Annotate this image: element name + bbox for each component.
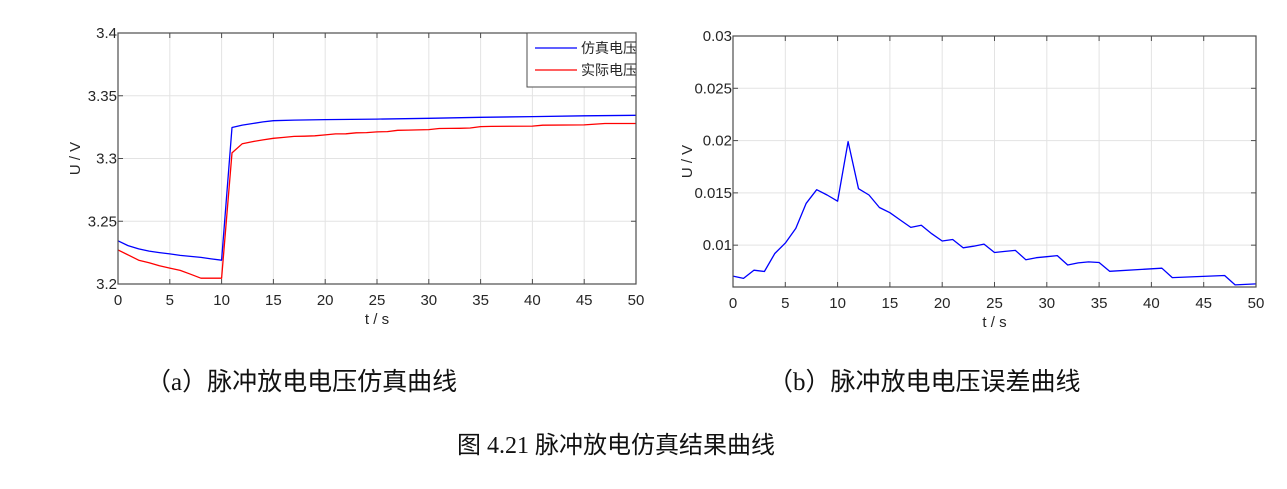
figure-caption: 图 4.21 脉冲放电仿真结果曲线 bbox=[457, 433, 775, 459]
legend-label-0: 仿真电压 bbox=[581, 40, 637, 56]
series-line-0 bbox=[117, 114, 637, 261]
chart-b-voltage-error: 0 5 10 15 20 25 30 35 40 45 50 0.01 0.015 0.02 0.025 0.… bbox=[679, 28, 1264, 331]
y-tick-label: 3.25 bbox=[88, 213, 117, 230]
x-tick-label: 25 bbox=[986, 295, 1003, 312]
tick-marks bbox=[117, 32, 637, 285]
x-tick-label: 45 bbox=[1195, 295, 1212, 312]
y-tick-label: 0.015 bbox=[694, 185, 732, 202]
chart-a-voltage-simulation: 0 5 10 15 20 25 30 35 40 45 50 3.2 3.25 3.3 3.35 3.4 t /… bbox=[67, 25, 644, 328]
series-line-1 bbox=[117, 122, 636, 279]
y-tick-label: 0.03 bbox=[703, 28, 732, 45]
y-axis-label: U / V bbox=[679, 145, 696, 178]
x-tick-label: 0 bbox=[114, 292, 122, 309]
x-tick-label: 35 bbox=[1091, 295, 1108, 312]
x-tick-label: 0 bbox=[729, 295, 737, 312]
x-tick-label: 25 bbox=[369, 292, 386, 309]
legend-label-1: 实际电压 bbox=[581, 62, 637, 78]
y-tick-label: 0.02 bbox=[703, 133, 732, 150]
x-tick-label: 40 bbox=[1143, 295, 1160, 312]
legend-box bbox=[526, 32, 636, 88]
y-tick-label: 0.01 bbox=[703, 237, 732, 254]
series-line-0 bbox=[732, 140, 1257, 286]
caption-a: （a）脉冲放电电压仿真曲线 bbox=[146, 369, 458, 396]
x-tick-label: 50 bbox=[1248, 295, 1265, 312]
x-tick-label: 15 bbox=[265, 292, 282, 309]
x-tick-label: 30 bbox=[420, 292, 437, 309]
y-tick-label: 3.3 bbox=[96, 151, 117, 168]
y-tick-label: 3.4 bbox=[96, 25, 117, 42]
y-axis-label: U / V bbox=[67, 142, 84, 175]
x-tick-label: 10 bbox=[213, 292, 230, 309]
x-tick-label: 40 bbox=[524, 292, 541, 309]
tick-marks bbox=[732, 35, 1257, 287]
y-tick-label: 3.2 bbox=[96, 276, 117, 293]
x-tick-label: 45 bbox=[576, 292, 593, 309]
x-tick-label: 5 bbox=[781, 295, 789, 312]
x-tick-label: 50 bbox=[628, 292, 645, 309]
caption-b: （b）脉冲放电电压误差曲线 bbox=[768, 369, 1081, 396]
y-tick-label: 3.35 bbox=[88, 88, 117, 105]
x-tick-label: 10 bbox=[829, 295, 846, 312]
y-tick-label: 0.025 bbox=[694, 80, 732, 97]
x-tick-label: 5 bbox=[166, 292, 174, 309]
x-tick-label: 35 bbox=[472, 292, 489, 309]
x-tick-label: 30 bbox=[1038, 295, 1055, 312]
x-tick-label: 20 bbox=[317, 292, 334, 309]
x-tick-label: 15 bbox=[882, 295, 899, 312]
x-axis-label: t / s bbox=[982, 314, 1006, 331]
x-tick-label: 20 bbox=[934, 295, 951, 312]
x-axis-label: t / s bbox=[365, 311, 389, 328]
